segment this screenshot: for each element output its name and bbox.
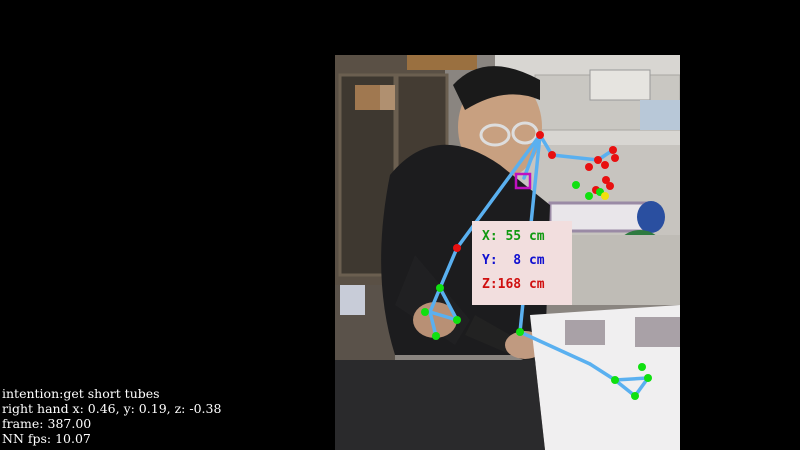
- joint-hand-left-3: [644, 374, 652, 382]
- joints-green: [421, 181, 652, 400]
- joint-face-9: [606, 182, 614, 190]
- right-hand-coordinates-text: right hand x: 0.46, y: 0.19, z: -0.38: [2, 401, 222, 416]
- joint-face-yellow: [601, 192, 609, 200]
- camera-frame: [335, 55, 680, 450]
- target-box: [514, 172, 532, 190]
- joint-face-1: [548, 151, 556, 159]
- joint-hand-left-1: [611, 376, 619, 384]
- joint-elbow: [453, 244, 461, 252]
- joint-hand-left-4: [631, 392, 639, 400]
- joint-hip: [516, 328, 524, 336]
- skeleton-neck-line: [522, 133, 542, 180]
- joint-face-6: [611, 154, 619, 162]
- coordinate-readout-box: X: 55 cm Y: 8 cm Z:168 cm: [472, 221, 572, 305]
- joint-shoulder: [536, 131, 544, 139]
- joint-face-7: [602, 176, 610, 184]
- joint-hand-right-2: [453, 316, 461, 324]
- joint-face-4: [585, 163, 593, 171]
- fps-text: NN fps: 10.07: [2, 431, 91, 446]
- skeleton-head: [538, 133, 615, 162]
- joint-hand-right-3: [432, 332, 440, 340]
- joints-red: [453, 131, 619, 252]
- joint-face-3: [609, 146, 617, 154]
- joint-face-5: [601, 161, 609, 169]
- joint-hand-right-1: [421, 308, 429, 316]
- joint-face-11: [585, 192, 593, 200]
- joint-face-2: [594, 156, 602, 164]
- y-coordinate-label: Y: 8 cm: [482, 253, 545, 268]
- intention-text: intention:get short tubes: [2, 386, 160, 401]
- joint-face-10: [572, 181, 580, 189]
- joint-hand-left-2: [638, 363, 646, 371]
- status-panel: intention:get short tubes right hand x: …: [2, 386, 221, 446]
- frame-counter-text: frame: 387.00: [2, 416, 92, 431]
- x-coordinate-label: X: 55 cm: [482, 229, 545, 244]
- z-coordinate-label: Z:168 cm: [482, 277, 545, 292]
- joint-wrist-right: [436, 284, 444, 292]
